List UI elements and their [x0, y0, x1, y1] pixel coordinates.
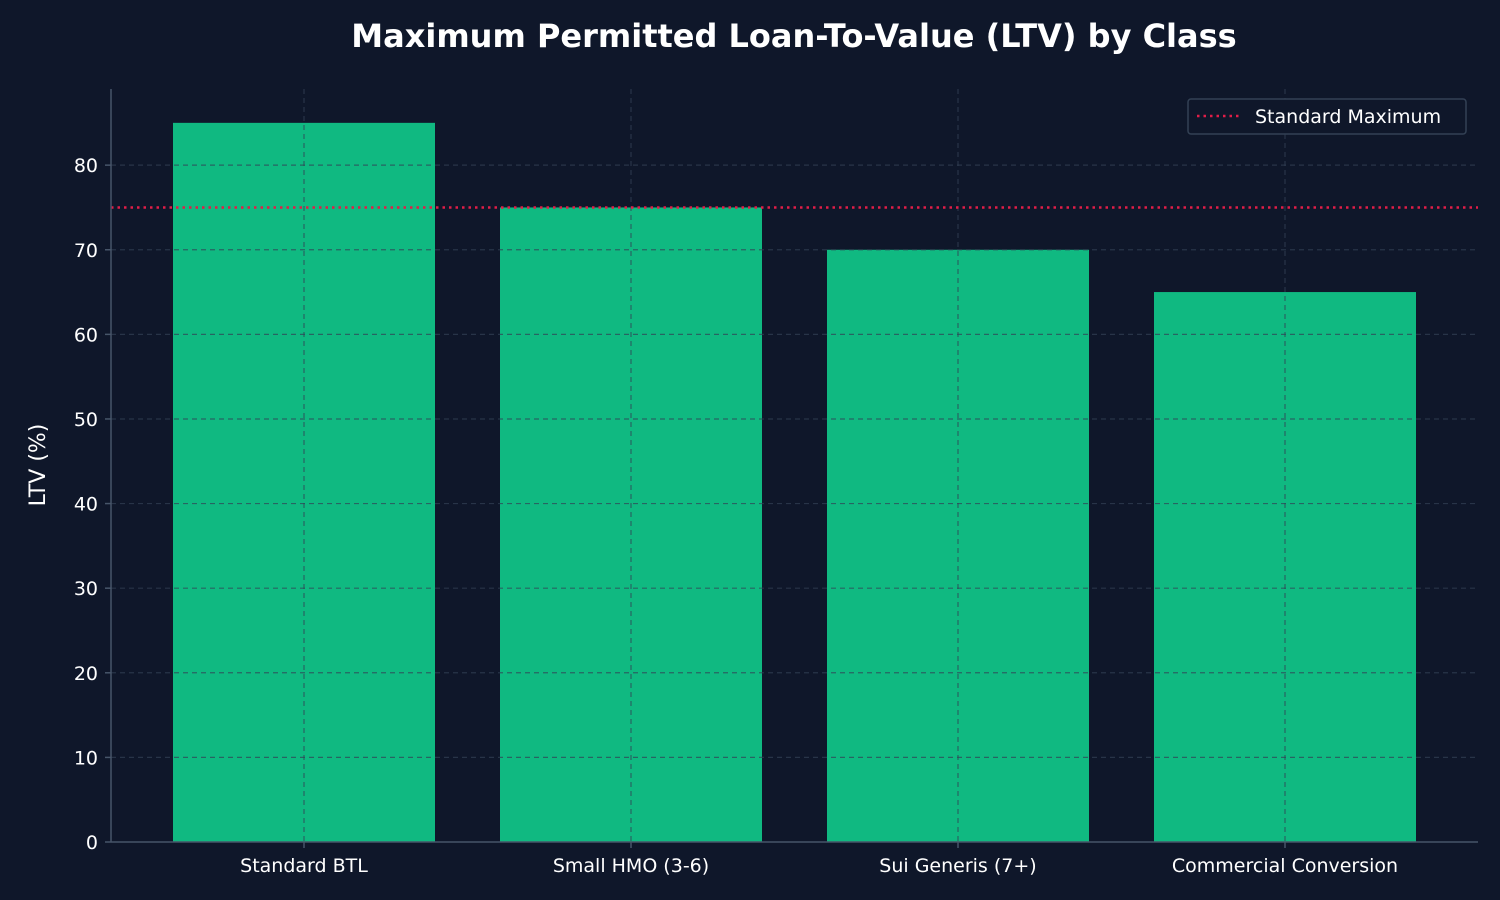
- y-tick-label-5: 50: [74, 409, 98, 431]
- x-tick-label-1: Small HMO (3-6): [553, 855, 709, 877]
- chart-title: Maximum Permitted Loan-To-Value (LTV) by…: [351, 17, 1236, 55]
- legend-box: [1187, 98, 1467, 135]
- x-tick-label-2: Sui Generis (7+): [879, 855, 1036, 877]
- y-tick-label-8: 80: [74, 155, 98, 177]
- y-axis-label: LTV (%): [26, 424, 51, 507]
- legend: Standard Maximum: [1187, 98, 1467, 135]
- ticks-group: 0 10 20 30 40 50 60 70 80 Standard BTL Small HMO (…: [74, 155, 1398, 877]
- legend-entry: Standard Maximum: [1255, 106, 1441, 128]
- y-tick-label-0: 0: [86, 832, 98, 854]
- x-tick-label-0: Standard BTL: [240, 855, 368, 877]
- y-tick-label-1: 10: [74, 747, 98, 769]
- y-tick-label-6: 60: [74, 324, 98, 346]
- axes-group: [110, 89, 1478, 843]
- y-tick-label-3: 30: [74, 578, 98, 600]
- grid-group: [111, 89, 1478, 842]
- bar-3: [827, 249, 1089, 842]
- y-tick-label-4: 40: [74, 494, 98, 516]
- bar-1: [173, 122, 435, 842]
- y-tick-label-2: 20: [74, 663, 98, 685]
- x-tick-label-3: Commercial Conversion: [1172, 855, 1398, 877]
- y-tick-label-7: 70: [74, 240, 98, 262]
